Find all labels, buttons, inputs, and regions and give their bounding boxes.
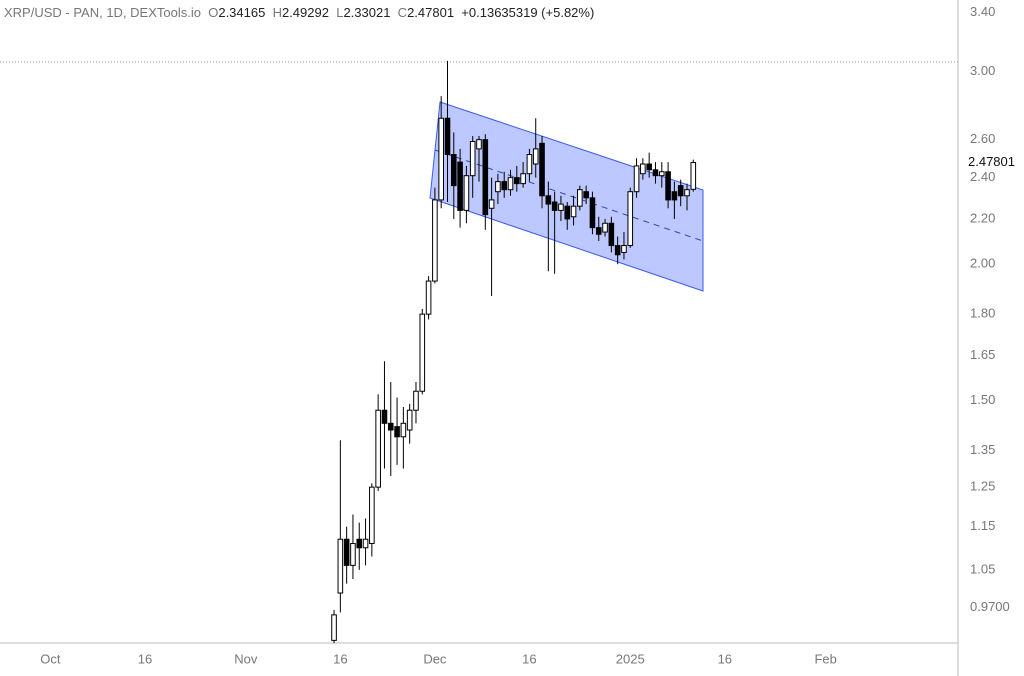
channel-midline xyxy=(434,149,704,242)
x-tick-label: 16 xyxy=(138,651,152,666)
candle-body xyxy=(394,426,400,438)
open-value: 2.34165 xyxy=(218,5,266,20)
candle-body xyxy=(665,171,671,201)
close-value: 2.47801 xyxy=(407,5,455,20)
y-tick-label: 1.25 xyxy=(970,479,995,494)
candle-body xyxy=(684,189,690,197)
x-tick-label: Feb xyxy=(814,651,836,666)
candle-body xyxy=(627,191,634,247)
candle-body xyxy=(520,173,526,185)
candle-body xyxy=(381,409,388,424)
y-tick-label: 2.60 xyxy=(970,131,995,146)
candle-body xyxy=(375,409,381,488)
candle-body xyxy=(343,538,350,566)
y-tick-label: 1.05 xyxy=(970,561,995,576)
y-tick-label: 0.9700 xyxy=(970,599,1010,614)
candle-body xyxy=(551,201,558,211)
x-tick-label: Oct xyxy=(40,651,61,666)
candle-body xyxy=(583,191,589,199)
y-tick-label: 3.00 xyxy=(970,63,995,78)
candle-body xyxy=(595,227,602,235)
candle-body xyxy=(558,203,564,211)
legend-label: C xyxy=(397,5,408,20)
candle-body xyxy=(356,538,363,549)
candle-body xyxy=(658,171,665,177)
legend-label: O xyxy=(208,5,219,20)
candle-body xyxy=(488,199,495,209)
candle-body xyxy=(337,538,344,594)
candle-body xyxy=(514,177,520,185)
candle-body xyxy=(526,154,533,175)
candle-body xyxy=(495,181,501,193)
candle-body xyxy=(406,409,413,431)
y-tick-label: 1.50 xyxy=(970,392,995,407)
candle-body xyxy=(450,154,457,187)
candle-body xyxy=(457,161,463,211)
candle-body xyxy=(444,117,451,156)
candle-body xyxy=(362,538,369,549)
candle-body xyxy=(400,422,407,438)
candle-body xyxy=(463,175,470,211)
candle-body xyxy=(621,245,627,253)
candle-body xyxy=(690,161,697,190)
candle-body xyxy=(570,205,577,218)
x-tick-label: Dec xyxy=(423,651,447,666)
candle-body xyxy=(577,189,583,207)
candle-body xyxy=(482,139,489,216)
legend-label: L xyxy=(336,5,344,20)
candle-body xyxy=(501,181,508,191)
y-tick-label: 2.20 xyxy=(970,210,995,225)
x-tick-label: 2025 xyxy=(616,651,645,666)
candle-body xyxy=(539,142,545,197)
candle-body xyxy=(589,197,596,229)
candle-body xyxy=(419,313,426,392)
candle-body xyxy=(608,222,615,247)
y-tick-label: 1.35 xyxy=(970,442,995,457)
y-tick-label: 2.40 xyxy=(970,169,995,184)
candle-body xyxy=(369,486,375,544)
header: XRP/USD - PAN, 1D, DEXTools.io O2.34165 … xyxy=(4,5,594,20)
candle-body xyxy=(438,117,444,201)
x-tick-label: 16 xyxy=(718,651,732,666)
y-tick-label: 2.00 xyxy=(970,256,995,271)
candle-body xyxy=(564,205,571,220)
candle-body xyxy=(633,165,640,193)
price-label-bg xyxy=(962,153,1024,172)
low-value: 2.33021 xyxy=(343,5,391,20)
candle-body xyxy=(507,177,514,191)
x-tick-label: Nov xyxy=(234,651,258,666)
high-value: 2.49292 xyxy=(281,5,329,20)
symbol: XRP/USD - PAN, 1D, DEXTools.io xyxy=(4,5,201,20)
candle-body xyxy=(652,169,659,177)
candle-body xyxy=(476,139,482,150)
y-tick-label: 3.40 xyxy=(970,4,995,19)
candle-body xyxy=(425,280,432,315)
candle-body xyxy=(646,163,652,171)
candle-body xyxy=(413,390,419,411)
candle-body xyxy=(532,148,539,165)
candle-body xyxy=(602,222,608,233)
candle-body xyxy=(432,199,438,282)
price-label: 2.47801 xyxy=(968,154,1015,169)
candle-body xyxy=(387,422,394,431)
change: +0.13635319 (+5.82%) xyxy=(461,5,595,20)
legend-label: H xyxy=(272,5,282,20)
y-tick-label: 1.80 xyxy=(970,306,995,321)
y-tick-label: 1.65 xyxy=(970,347,995,362)
candle-body xyxy=(640,163,646,175)
channel xyxy=(429,101,704,292)
candle-body xyxy=(350,542,356,566)
x-tick-label: 16 xyxy=(522,651,536,666)
x-tick-label: 16 xyxy=(333,651,347,666)
candle-body xyxy=(614,245,621,256)
y-tick-label: 1.15 xyxy=(970,518,995,533)
candle-body xyxy=(671,191,678,201)
candle-body xyxy=(469,141,476,177)
candles xyxy=(331,60,697,643)
candle-body xyxy=(677,185,684,197)
candle-body xyxy=(331,614,337,641)
candle-body xyxy=(545,195,552,205)
